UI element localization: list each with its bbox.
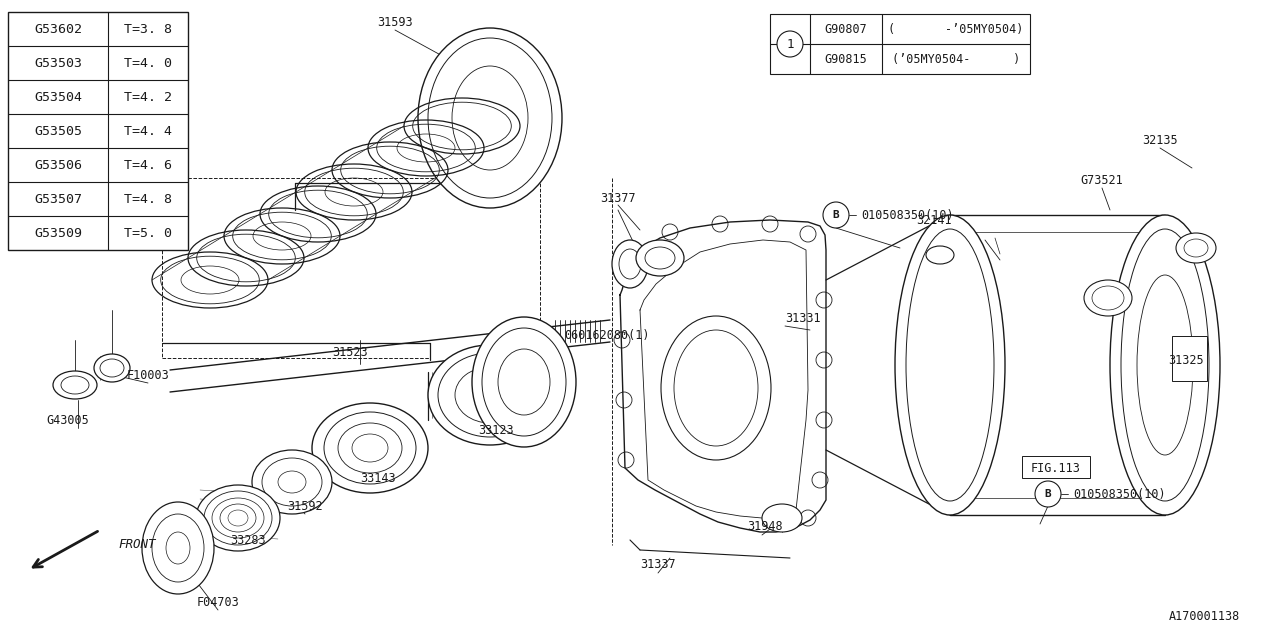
Ellipse shape [252,450,332,514]
Ellipse shape [612,240,648,288]
Text: 32141: 32141 [916,214,952,227]
Text: T=4. 2: T=4. 2 [124,90,172,104]
Text: 31337: 31337 [640,559,676,572]
Text: 31377: 31377 [600,191,636,205]
Text: T=5. 0: T=5. 0 [124,227,172,239]
Text: T=4. 0: T=4. 0 [124,56,172,70]
Text: 31331: 31331 [785,312,820,324]
Text: 060162080(1): 060162080(1) [564,328,649,342]
Text: G53507: G53507 [35,193,82,205]
Bar [771,14,1030,74]
Ellipse shape [419,28,562,208]
Ellipse shape [472,317,576,447]
Text: 32135: 32135 [1142,134,1178,147]
Bar [8,12,188,250]
Text: T=4. 6: T=4. 6 [124,159,172,172]
Circle shape [823,202,849,228]
Text: G43005: G43005 [46,413,90,426]
Text: 010508350(10): 010508350(10) [861,209,955,221]
Ellipse shape [762,504,803,532]
Ellipse shape [93,354,131,382]
Text: 31325: 31325 [1169,353,1203,367]
Text: 31523: 31523 [333,346,367,358]
Ellipse shape [1176,233,1216,263]
Circle shape [777,31,803,57]
Ellipse shape [1084,280,1132,316]
Text: 33123: 33123 [479,424,513,436]
Bar [1172,336,1207,381]
Text: T=4. 4: T=4. 4 [124,125,172,138]
Ellipse shape [895,215,1005,515]
Text: G53505: G53505 [35,125,82,138]
Ellipse shape [142,502,214,594]
Text: G53504: G53504 [35,90,82,104]
Text: 010508350(10): 010508350(10) [1074,488,1166,500]
Bar [1021,456,1091,478]
Text: (’05MY0504-      ): (’05MY0504- ) [892,52,1020,65]
Text: FRONT: FRONT [118,538,155,552]
Circle shape [1036,481,1061,507]
Text: 33283: 33283 [230,534,266,547]
Text: B: B [1044,489,1051,499]
Ellipse shape [428,345,552,445]
Text: 31592: 31592 [287,499,323,513]
Text: FIG.113: FIG.113 [1032,461,1080,474]
Text: G73521: G73521 [1080,173,1124,186]
Text: G53503: G53503 [35,56,82,70]
Text: F10003: F10003 [127,369,169,381]
Ellipse shape [312,403,428,493]
Text: T=3. 8: T=3. 8 [124,22,172,35]
Text: 1: 1 [786,38,794,51]
Text: 31593: 31593 [378,15,413,29]
Text: A170001138: A170001138 [1169,609,1240,623]
Text: T=4. 8: T=4. 8 [124,193,172,205]
Ellipse shape [636,240,684,276]
Ellipse shape [1110,215,1220,515]
Text: 33143: 33143 [360,472,396,484]
Text: G53602: G53602 [35,22,82,35]
Ellipse shape [925,246,954,264]
Text: G53506: G53506 [35,159,82,172]
Text: G90815: G90815 [824,52,868,65]
Text: 31948: 31948 [748,520,783,534]
Ellipse shape [196,485,280,551]
Text: G53509: G53509 [35,227,82,239]
Ellipse shape [52,371,97,399]
Text: (       -’05MY0504): ( -’05MY0504) [888,22,1024,35]
Text: F04703: F04703 [197,595,239,609]
Text: G90807: G90807 [824,22,868,35]
Text: B: B [832,210,840,220]
